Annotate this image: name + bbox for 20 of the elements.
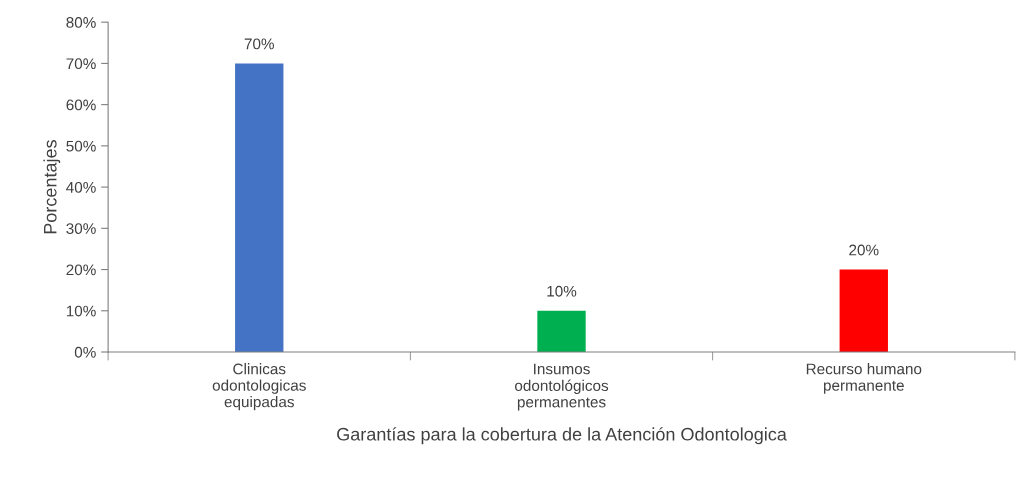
y-axis-title: Porcentajes bbox=[43, 140, 61, 234]
y-tick-label: 80% bbox=[66, 17, 96, 28]
x-tick-label: Recurso humano permanente bbox=[806, 363, 922, 394]
data-label: 70% bbox=[244, 38, 274, 50]
y-tick-label: 50% bbox=[66, 140, 96, 152]
x-tick-label: Clinicas odontologicas equipadas bbox=[212, 363, 306, 411]
y-tick-label: 30% bbox=[66, 223, 96, 235]
y-tick-label: 20% bbox=[66, 264, 96, 276]
y-tick-label: 10% bbox=[66, 305, 96, 317]
y-tick-label: 70% bbox=[66, 58, 96, 70]
bar bbox=[839, 269, 888, 352]
x-axis-title: Garantías para la cobertura de la Atención Odontologica bbox=[337, 427, 787, 445]
bar bbox=[537, 310, 586, 352]
y-tick-label: 60% bbox=[66, 99, 96, 111]
y-tick-label: 40% bbox=[66, 181, 96, 193]
data-label: 20% bbox=[849, 244, 879, 256]
data-label: 10% bbox=[547, 285, 577, 297]
x-tick-label: Insumos odontológicos permanentes bbox=[515, 363, 609, 411]
bar bbox=[235, 63, 284, 352]
y-tick-label: 0% bbox=[74, 346, 96, 358]
